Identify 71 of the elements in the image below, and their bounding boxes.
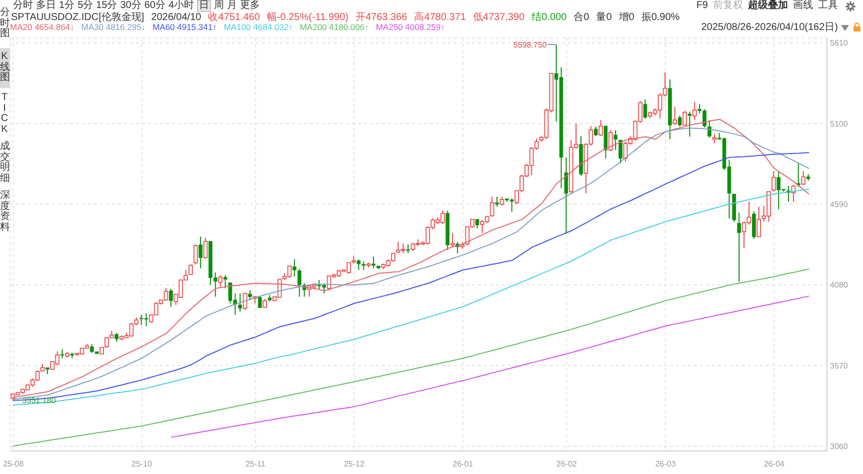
- annotation: 分时图: [0, 7, 11, 40]
- text: MA60 4915.341↑: [152, 22, 217, 33]
- text: 多日: [36, 0, 56, 12]
- text: MA30 4816.295↓: [81, 22, 146, 33]
- candlestick: [604, 126, 608, 159]
- candlestick: [564, 156, 568, 234]
- candlestick: [198, 236, 202, 269]
- text: MA20 4654.864↓: [10, 22, 74, 33]
- candlestick: [756, 206, 761, 238]
- text: 增0: [618, 12, 634, 22]
- annotation: K线图: [0, 48, 11, 88]
- text: 2026/04/10: [151, 12, 202, 22]
- text: 结0.000: [532, 12, 567, 22]
- candlestick: [238, 292, 242, 312]
- text: 月: [227, 0, 238, 12]
- x-tick-label: 25-12: [344, 460, 365, 469]
- candlestick: [376, 266, 380, 270]
- candlestick: [737, 212, 741, 282]
- text: 30分: [120, 0, 142, 12]
- y-tick-label: 5100: [830, 119, 848, 128]
- text: 合0: [574, 12, 590, 22]
- annotation: 5598.750: [513, 40, 548, 50]
- candlestick: [46, 367, 50, 375]
- text: 5分: [78, 0, 94, 12]
- text: 画线: [793, 0, 813, 12]
- y-tick-label: 4080: [830, 280, 848, 290]
- text: 低4737.390: [472, 12, 525, 22]
- y-tick-label: 3060: [830, 442, 848, 452]
- text: 4小时: [168, 0, 194, 12]
- candlestick: [490, 196, 494, 218]
- candlestick: [100, 346, 104, 354]
- x-tick-label: 25-08: [3, 460, 24, 469]
- text: 前复权: [713, 0, 743, 12]
- x-tick-label: 25-11: [245, 460, 266, 469]
- text: TICK: [0, 92, 10, 136]
- text: 振0.90%: [641, 12, 680, 22]
- text: 15分: [96, 0, 118, 12]
- x-tick-label: 26-02: [556, 460, 578, 469]
- text: 高4780.371: [414, 12, 466, 22]
- text: 60分: [144, 0, 166, 12]
- text: 2025/08/26-2026/04/10(162日): [701, 22, 838, 33]
- x-tick-label: 25-10: [132, 460, 153, 469]
- text: 幅-0.25%(-11.990): [266, 12, 348, 22]
- text: F9: [696, 0, 708, 12]
- text: 开4763.366: [355, 12, 408, 22]
- text: 量0: [596, 12, 612, 22]
- y-tick-label: 3570: [830, 361, 848, 370]
- annotation: 成交明细: [0, 141, 11, 185]
- text: 日: [197, 0, 212, 12]
- y-tick-label: 4590: [830, 200, 848, 209]
- text: 更多: [240, 0, 260, 12]
- x-tick-label: 26-01: [452, 460, 474, 469]
- text: MA250 4008.259↑: [376, 22, 445, 33]
- candlestick: [668, 78, 672, 140]
- chart-title: SPTAUUSDOZ.IDC[伦敦金现]: [11, 12, 144, 22]
- text: 周: [214, 0, 224, 12]
- annotation: 深度资料: [0, 190, 11, 234]
- x-tick-label: 26-03: [655, 460, 676, 469]
- text: MA200 4180.006↑: [300, 22, 369, 33]
- line-series: [12, 268, 810, 446]
- y-tick-label: 5610: [830, 38, 848, 48]
- text: MA100 4684.032↑: [224, 22, 293, 33]
- text: 分时: [13, 0, 33, 12]
- text: 工具: [818, 0, 838, 12]
- text: 1分: [59, 0, 75, 12]
- candlestick: [372, 256, 376, 269]
- candlestick: [614, 130, 618, 151]
- candlestick: [475, 219, 480, 229]
- line-series: [170, 296, 810, 438]
- text: 收4751.460: [208, 12, 260, 22]
- x-tick-label: 26-04: [764, 460, 785, 469]
